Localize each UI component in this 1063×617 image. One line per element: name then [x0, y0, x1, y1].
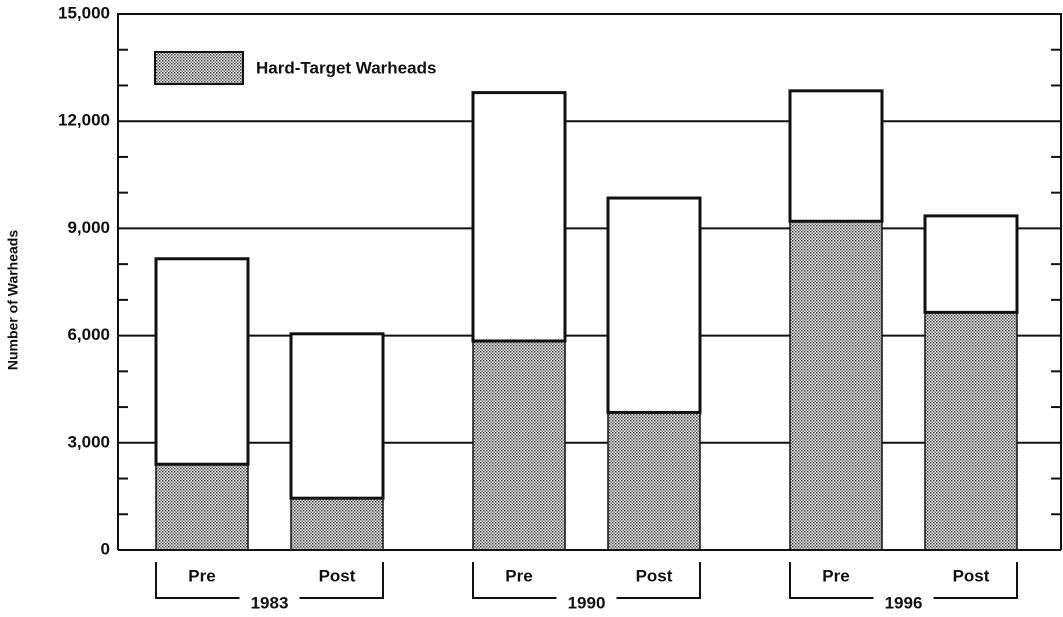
- bar-segment: [289, 332, 385, 500]
- bar-segment: [471, 91, 567, 343]
- group-bracket: [789, 562, 1018, 599]
- x-tick-label: Pre: [188, 566, 215, 585]
- group-bracket: [155, 562, 384, 599]
- bar-segment: [472, 340, 566, 551]
- group-bracket: [472, 562, 701, 599]
- y-tick-label: 12,000: [58, 111, 110, 130]
- bar-segment: [154, 257, 250, 466]
- y-tick-label: 15,000: [58, 3, 110, 22]
- y-tick-label: 9,000: [67, 218, 110, 237]
- x-tick-label: Post: [953, 566, 990, 585]
- bar-segment: [923, 214, 1019, 314]
- group-label: 1983: [251, 593, 289, 612]
- group-label: 1996: [885, 593, 923, 612]
- bar-segment: [606, 196, 702, 414]
- group-label: 1990: [568, 593, 606, 612]
- x-tick-label: Post: [636, 566, 673, 585]
- bar-segment: [924, 311, 1018, 551]
- bar-segment: [290, 497, 384, 551]
- y-axis-label: Number of Warheads: [5, 230, 21, 370]
- legend-swatch: [154, 51, 244, 85]
- bar-segment: [607, 411, 701, 551]
- y-tick-label: 0: [101, 539, 110, 558]
- x-tick-label: Pre: [505, 566, 532, 585]
- x-tick-label: Post: [319, 566, 356, 585]
- plot-frame: [117, 13, 1062, 550]
- bar-segment: [789, 220, 883, 551]
- y-tick-label: 6,000: [67, 325, 110, 344]
- x-tick-label: Pre: [822, 566, 849, 585]
- legend-label: Hard-Target Warheads: [256, 58, 436, 77]
- bar-segment: [788, 89, 884, 223]
- y-tick-label: 3,000: [67, 432, 110, 451]
- bar-segment: [155, 463, 249, 551]
